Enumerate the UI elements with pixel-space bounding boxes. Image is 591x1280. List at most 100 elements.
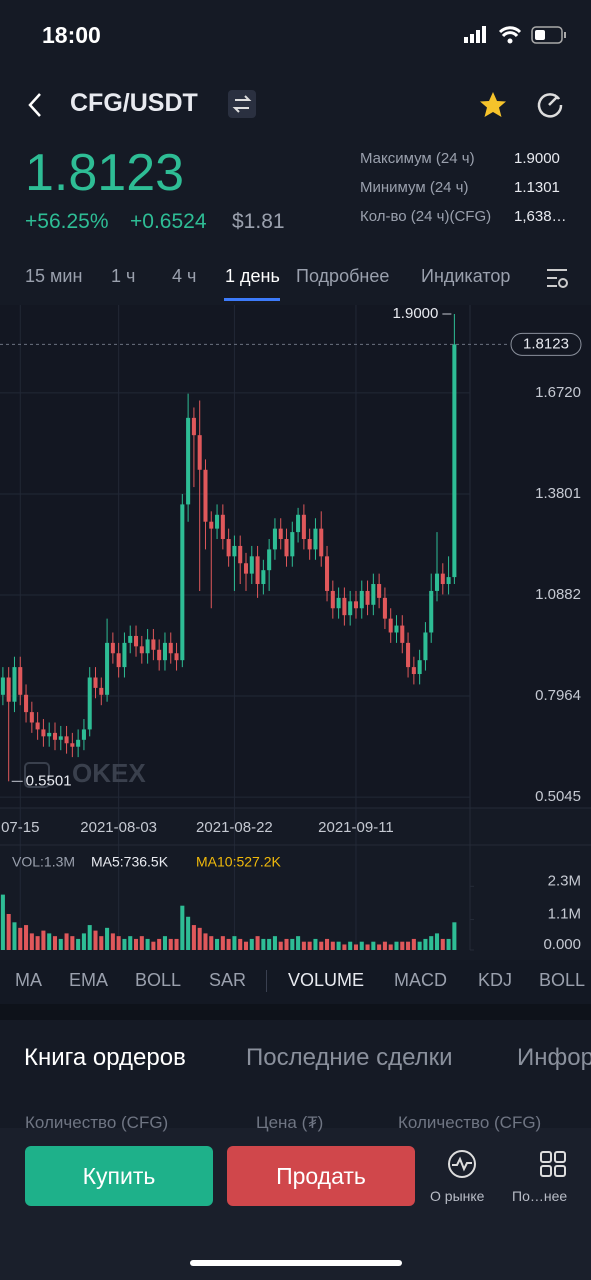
- indicator-tab[interactable]: EMA: [69, 970, 109, 990]
- candle-body: [243, 563, 249, 574]
- candle-body: [382, 597, 387, 619]
- volume-legend: MA5:736.5K: [91, 854, 169, 870]
- candle-body: [122, 642, 127, 668]
- volume-bar: [110, 933, 115, 950]
- indicator-tab[interactable]: MA: [15, 970, 42, 990]
- market-icon[interactable]: [446, 1148, 478, 1180]
- candle-body: [24, 694, 29, 713]
- candle-body: [58, 736, 63, 740]
- volume-bar: [330, 941, 335, 950]
- candle-body: [301, 514, 306, 540]
- stat-label: Минимум (24 ч): [360, 179, 469, 196]
- table-header: Количество (CFG): [25, 1113, 169, 1132]
- indicator-tab[interactable]: BOLL: [135, 970, 182, 990]
- more-label[interactable]: По…нее: [512, 1188, 568, 1204]
- volume-bar: [440, 938, 445, 950]
- candle-body: [325, 556, 330, 591]
- section-tab[interactable]: Инфор: [517, 1044, 591, 1071]
- candle-body: [64, 736, 69, 744]
- volume-bar: [41, 930, 46, 950]
- volume-bar: [29, 933, 34, 950]
- last-price-box: [510, 332, 582, 356]
- candle-body: [203, 469, 208, 522]
- favorite-star[interactable]: [478, 90, 508, 120]
- separator: [0, 1004, 591, 1020]
- time-tab[interactable]: 4 ч: [172, 266, 197, 286]
- candle-body: [278, 528, 283, 540]
- candle-body: [284, 539, 289, 557]
- low-label: 0.5501: [26, 772, 72, 789]
- candle-body: [365, 590, 370, 605]
- volume-bar: [284, 938, 289, 950]
- volume-bar: [52, 936, 58, 950]
- volume-bar: [191, 925, 196, 950]
- indicator-tab[interactable]: KDJ: [478, 970, 513, 990]
- volume-bar: [238, 938, 243, 950]
- section-tab[interactable]: Последние сделки: [246, 1044, 453, 1071]
- volume-tick-label: 1.1M: [548, 906, 581, 923]
- volume-bar: [296, 936, 301, 950]
- candle-body: [330, 590, 335, 609]
- volume-bar: [243, 941, 249, 950]
- volume-bar: [307, 941, 312, 950]
- status-icons: [464, 26, 566, 44]
- buy-button[interactable]: Купить: [25, 1146, 213, 1206]
- time-tab[interactable]: Индикатор: [421, 266, 511, 286]
- volume-bar: [18, 927, 23, 950]
- time-tab[interactable]: 1 день: [225, 266, 280, 286]
- change-abs: +0.6524: [130, 210, 207, 233]
- stat-value: 1.9000: [514, 150, 560, 167]
- time-tab[interactable]: 1 ч: [111, 266, 136, 286]
- refresh-icon[interactable]: [535, 90, 565, 120]
- volume-bar: [203, 933, 208, 950]
- volume-tick-label: 2.3M: [548, 872, 581, 889]
- sell-button[interactable]: Продать: [227, 1146, 415, 1206]
- time-tab[interactable]: 15 мин: [25, 266, 83, 286]
- swap-icon[interactable]: [228, 90, 256, 118]
- section-tab[interactable]: Книга ордеров: [24, 1044, 186, 1071]
- back-button[interactable]: [26, 90, 46, 120]
- active-tab-underline: [224, 298, 280, 301]
- last-price: 1.8123: [25, 144, 185, 202]
- watermark: OKEX: [72, 758, 146, 788]
- indicator-tab[interactable]: VOLUME: [288, 970, 365, 990]
- y-tick-label: 1.3801: [535, 485, 581, 502]
- volume-bar: [325, 938, 330, 950]
- volume-bar: [406, 941, 411, 950]
- candle-body: [336, 597, 341, 609]
- chart-bg: [0, 305, 591, 808]
- volume-bar: [377, 944, 382, 950]
- indicator-tab[interactable]: BOLL: [539, 970, 586, 990]
- volume-bar: [353, 944, 358, 950]
- volume-bar: [255, 936, 260, 950]
- table-header: Количество (CFG): [398, 1113, 542, 1132]
- indicator-tab[interactable]: SAR: [209, 970, 247, 990]
- candle-body: [423, 632, 428, 661]
- volume-bar: [145, 938, 150, 950]
- volume-bar: [215, 938, 220, 950]
- indicator-tab[interactable]: MACD: [394, 970, 447, 990]
- volume-bar: [35, 936, 40, 950]
- candle-body: [139, 646, 144, 654]
- volume-bar: [12, 922, 17, 950]
- volume-bar: [133, 938, 139, 950]
- price-usd: $1.81: [232, 210, 285, 233]
- candle-body: [319, 528, 324, 557]
- x-tick-label: 2021-09-11: [318, 819, 394, 836]
- volume-bar: [197, 927, 202, 950]
- market-label[interactable]: О рынке: [430, 1188, 485, 1204]
- candle-body: [151, 639, 156, 650]
- settings-icon[interactable]: [545, 266, 569, 290]
- candle-body: [70, 743, 75, 747]
- volume-bar: [128, 936, 133, 950]
- candle-body: [394, 625, 399, 633]
- candle-body: [371, 584, 376, 605]
- more-icon[interactable]: [539, 1150, 567, 1178]
- stat-value: 1,638…: [514, 208, 567, 225]
- candle-body: [249, 556, 254, 574]
- high-label: 1.9000: [392, 305, 438, 322]
- candle-body: [267, 549, 272, 571]
- volume-bar: [411, 938, 416, 950]
- time-tab[interactable]: Подробнее: [296, 266, 390, 286]
- volume-bar: [47, 933, 52, 950]
